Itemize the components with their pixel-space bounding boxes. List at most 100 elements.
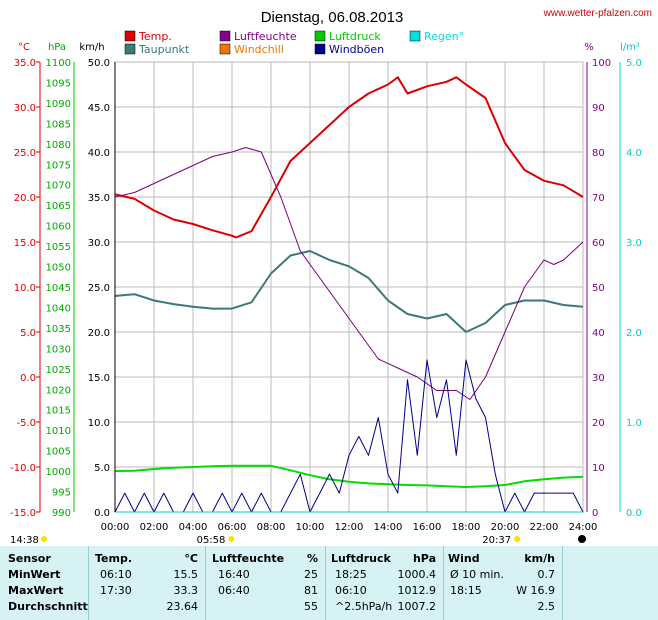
pressure-tick-label: 1100 — [46, 58, 71, 69]
wind-tick-label: 45.0 — [88, 103, 110, 114]
stats-cell-t-val: 23.64 — [166, 600, 199, 613]
x-tick-label: 14:00 — [374, 522, 403, 533]
series-line-temp — [114, 76, 584, 239]
temp-tick-label: 15.0 — [14, 238, 36, 249]
pressure-tick-label: 1080 — [46, 140, 71, 151]
chart-grid — [114, 61, 584, 513]
legend-swatch — [314, 30, 326, 42]
rain-tick-label: 0.0 — [626, 508, 642, 519]
humidity-tick-label: 100 — [592, 58, 611, 69]
stats-header-wind-unit: km/h — [524, 552, 555, 565]
pressure-tick-label: 1060 — [46, 222, 71, 233]
sunset-icon — [514, 536, 521, 542]
stats-cell-w-val: 2.5 — [537, 600, 556, 613]
humidity-tick-label: 10 — [592, 463, 605, 474]
series-line-taupunkt — [114, 250, 584, 333]
legend-swatch — [124, 43, 136, 55]
humidity-tick-label: 50 — [592, 283, 605, 294]
stats-cell-w-val: W 16.9 — [516, 584, 555, 597]
stats-header-sensor: Sensor — [8, 552, 51, 565]
stats-row: MinWert 06:10 15.5 16:40 25 18:25 1000.4 Ø 10 m… — [0, 568, 658, 584]
pressure-tick-label: 995 — [52, 488, 71, 499]
moonrise-label: 14:38 — [10, 535, 39, 546]
temp-tick-label: 25.0 — [14, 148, 36, 159]
stats-header-wind: Wind — [448, 552, 480, 565]
pressure-tick-label: 1040 — [46, 303, 71, 314]
stats-header-hum: Luftfeuchte — [212, 552, 285, 565]
stats-header-press: Luftdruck — [331, 552, 391, 565]
pressure-tick-label: 1050 — [46, 263, 71, 274]
humidity-tick-label: 30 — [592, 373, 605, 384]
wind-tick-label: 0.0 — [94, 508, 110, 519]
pressure-axis-unit: hPa — [48, 42, 66, 53]
legend-swatch — [124, 30, 136, 42]
humidity-tick-label: 0 — [592, 508, 598, 519]
x-tick-label: 06:00 — [218, 522, 247, 533]
pressure-tick-label: 1005 — [46, 447, 71, 458]
wind-axis-unit: km/h — [79, 42, 104, 53]
stats-cell-p-time: 18:25 — [335, 568, 367, 581]
stats-row: Durchschnitt 23.64 55 ^2.5hPa/h 1007.2 2.5 — [0, 600, 658, 616]
stats-cell-t-val: 15.5 — [173, 568, 199, 581]
stats-cell-t-time: 06:10 — [100, 568, 132, 581]
humidity-tick-label: 40 — [592, 328, 605, 339]
humidity-tick-label: 20 — [592, 418, 605, 429]
pressure-tick-label: 1055 — [46, 242, 71, 253]
x-tick-label: 04:00 — [179, 522, 208, 533]
stats-cell-label: Durchschnitt — [8, 600, 88, 613]
stats-row: MaxWert 17:30 33.3 06:40 81 06:10 1012.9 18:15 W… — [0, 584, 658, 600]
temp-tick-label: 5.0 — [20, 328, 36, 339]
humidity-tick-label: 90 — [592, 103, 605, 114]
humidity-axis-unit: % — [584, 42, 594, 53]
chart-series — [114, 76, 584, 513]
temp-tick-label: 35.0 — [14, 58, 36, 69]
wind-tick-label: 20.0 — [88, 328, 110, 339]
wind-tick-label: 40.0 — [88, 148, 110, 159]
rain-tick-label: 2.0 — [626, 328, 642, 339]
wind-tick-label: 35.0 — [88, 193, 110, 204]
pressure-tick-label: 1020 — [46, 385, 71, 396]
stats-cell-p-val: 1007.2 — [397, 600, 437, 613]
legend-label: Luftdruck — [329, 30, 381, 43]
x-tick-label: 00:00 — [101, 522, 130, 533]
moon-icon — [41, 536, 47, 542]
wind-tick-label: 50.0 — [88, 58, 110, 69]
rain-axis-unit: l/m² — [620, 42, 640, 53]
chart-legend: Temp. Luftfeuchte Luftdruck Regen° Taupunkt W… — [124, 30, 464, 56]
chart-axes: 00:00 02:00 04:00 06:00 08:00 10:00 12:00 14:00… — [10, 42, 642, 546]
legend-label: Taupunkt — [138, 43, 190, 56]
pressure-tick-label: 1010 — [46, 426, 71, 437]
temp-axis-unit: °C — [18, 42, 30, 53]
legend-swatch — [314, 43, 326, 55]
site-link[interactable]: www.wetter-pfalzen.com — [543, 8, 652, 19]
wind-tick-label: 15.0 — [88, 373, 110, 384]
pressure-tick-label: 1030 — [46, 344, 71, 355]
wind-tick-label: 30.0 — [88, 238, 110, 249]
pressure-tick-label: 1095 — [46, 78, 71, 89]
new-moon-icon — [578, 535, 586, 543]
wind-tick-label: 10.0 — [88, 418, 110, 429]
pressure-tick-label: 1035 — [46, 324, 71, 335]
series-line-luftfeuchte — [114, 147, 584, 400]
legend-label: Luftfeuchte — [234, 30, 297, 43]
stats-cell-h-val: 25 — [304, 568, 318, 581]
x-tick-label: 20:00 — [491, 522, 520, 533]
legend-label: Regen° — [424, 30, 464, 43]
sunrise-icon — [228, 536, 235, 542]
rain-tick-label: 3.0 — [626, 238, 642, 249]
stats-cell-p-time: 06:10 — [335, 584, 367, 597]
pressure-tick-label: 990 — [52, 508, 71, 519]
stats-cell-h-time: 16:40 — [218, 568, 250, 581]
legend-label: Temp. — [138, 30, 172, 43]
stats-cell-t-time: 17:30 — [100, 584, 132, 597]
x-tick-label: 12:00 — [335, 522, 364, 533]
pressure-tick-label: 1065 — [46, 201, 71, 212]
pressure-tick-label: 1085 — [46, 119, 71, 130]
temp-tick-label: 20.0 — [14, 193, 36, 204]
stats-cell-h-val: 55 — [304, 600, 318, 613]
pressure-tick-label: 1045 — [46, 283, 71, 294]
rain-tick-label: 1.0 — [626, 418, 642, 429]
legend-swatch — [409, 30, 421, 42]
x-tick-label: 02:00 — [140, 522, 169, 533]
legend-label: Windböen — [329, 43, 384, 56]
